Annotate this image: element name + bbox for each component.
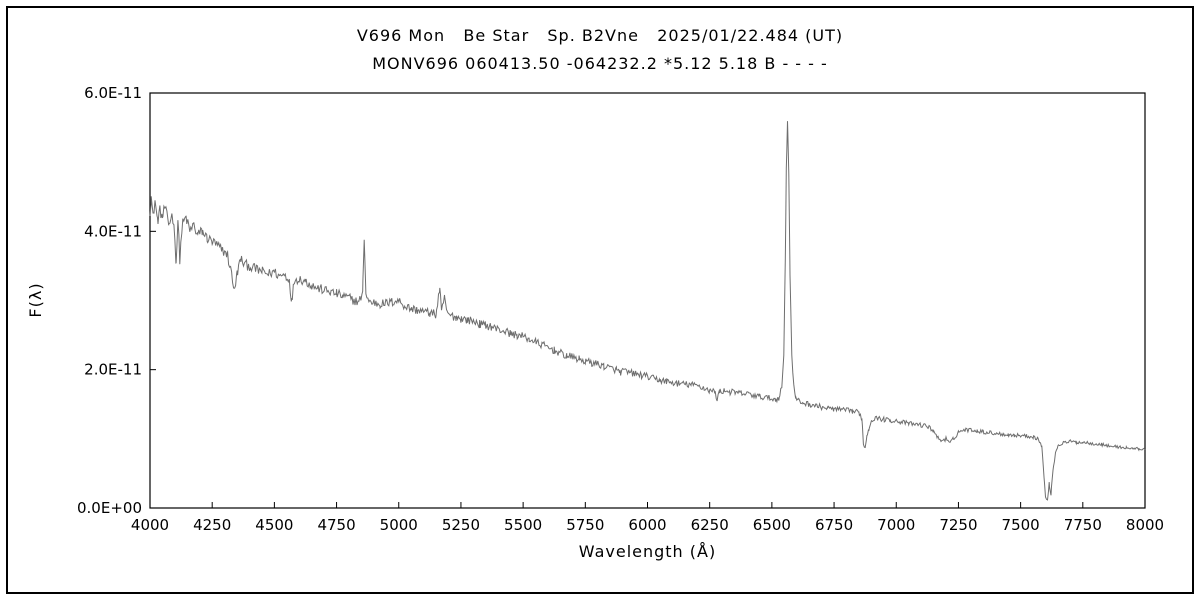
- x-tick-label: 6250: [691, 516, 729, 534]
- x-tick-label: 7750: [1064, 516, 1102, 534]
- y-tick-label: 6.0E-11: [84, 84, 142, 102]
- x-tick-label: 6750: [815, 516, 853, 534]
- x-tick-label: 5750: [566, 516, 604, 534]
- chart-title: V696 Mon Be Star Sp. B2Vne 2025/01/22.48…: [356, 26, 844, 45]
- x-tick-label: 5000: [380, 516, 418, 534]
- x-tick-label: 6500: [753, 516, 791, 534]
- x-tick-label: 7500: [1002, 516, 1040, 534]
- x-tick-label: 8000: [1126, 516, 1164, 534]
- x-tick-label: 5250: [442, 516, 480, 534]
- x-tick-label: 5500: [504, 516, 542, 534]
- x-tick-label: 7250: [939, 516, 977, 534]
- y-tick-label: 4.0E-11: [84, 222, 142, 240]
- spectrum-line: [149, 121, 1146, 501]
- y-tick-label: 0.0E+00: [77, 499, 142, 517]
- x-tick-label: 7000: [877, 516, 915, 534]
- x-tick-label: 4750: [317, 516, 355, 534]
- x-tick-label: 6000: [628, 516, 666, 534]
- x-tick-label: 4000: [131, 516, 169, 534]
- chart-subtitle: MONV696 060413.50 -064232.2 *5.12 5.18 B…: [372, 54, 828, 73]
- x-axis-label: Wavelength (Å): [578, 542, 717, 561]
- plot-frame: [149, 92, 1146, 509]
- y-tick-label: 2.0E-11: [84, 361, 142, 379]
- x-tick-label: 4500: [255, 516, 293, 534]
- x-tick-label: 4250: [193, 516, 231, 534]
